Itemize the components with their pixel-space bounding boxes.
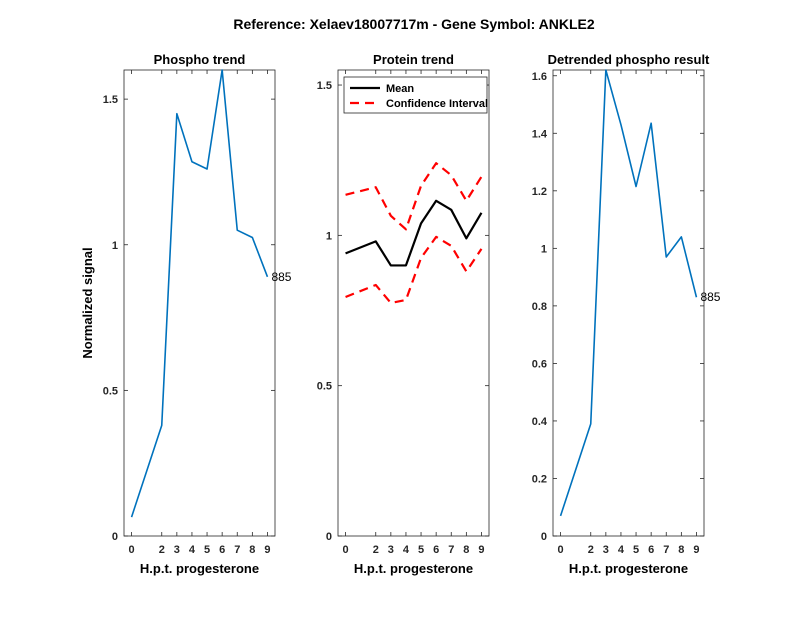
y-tick-label: 1 [541,243,547,255]
x-tick-label: 5 [418,544,424,556]
y-tick-label: 0 [541,531,547,543]
legend: Mean Confidence Interval [343,76,488,114]
chart-panel-2: Protein trend H.p.t. progesterone 0 2 3 4 5 6 7 8… [317,52,490,576]
y-tick-label: 1.5 [103,94,118,106]
x-tick-label: 2 [588,544,594,556]
x-axis-label: H.p.t. progesterone [354,561,473,576]
x-tick-label: 7 [663,544,669,556]
x-tick-label: 4 [403,544,410,556]
series-line-1 [130,69,269,518]
y-tick-label: 0.6 [532,358,547,370]
y-tick-label: 1 [112,240,118,252]
chart-title: Detrended phospho result [548,52,710,67]
legend-label: Mean [386,83,414,95]
x-tick-label: 8 [463,544,469,556]
x-axis-label: H.p.t. progesterone [140,561,259,576]
x-tick-label: 2 [159,544,165,556]
figure-title: Reference: Xelaev18007717m - Gene Symbol… [233,16,595,32]
series-line-1 [559,69,698,517]
y-tick-label: 1.5 [317,80,332,92]
y-tick-label: 1.6 [532,71,547,83]
x-tick-label: 4 [189,544,196,556]
chart-title: Protein trend [373,52,454,67]
data-annotation: 885 [700,290,720,304]
legend-box [343,76,488,114]
x-tick-label: 9 [478,544,484,556]
x-tick-label: 5 [204,544,210,556]
x-axis-label: H.p.t. progesterone [569,561,688,576]
x-tick-label: 6 [648,544,654,556]
x-tick-label: 3 [174,544,180,556]
x-tick-label: 5 [633,544,639,556]
x-tick-label: 6 [433,544,439,556]
x-tick-label: 0 [128,544,134,556]
x-tick-label: 9 [264,544,270,556]
chart-panel-1: Phospho trend H.p.t. progesterone Normaliz… [80,52,292,576]
y-tick-label: 0 [112,531,118,543]
axes-box [123,69,276,537]
chart-title: Phospho trend [154,52,246,67]
y-axis-label: Normalized signal [80,247,95,358]
data-annotation: 885 [271,270,291,284]
y-tick-label: 0.4 [532,416,548,428]
chart-panels: Phospho trend H.p.t. progesterone Normaliz… [80,52,721,576]
chart-panel-3: Detrended phospho result H.p.t. progester… [532,52,721,576]
x-tick-label: 6 [219,544,225,556]
x-tick-label: 8 [678,544,684,556]
series-line-2 [345,162,483,231]
y-tick-label: 0.8 [532,301,547,313]
x-tick-label: 2 [373,544,379,556]
x-tick-label: 4 [618,544,625,556]
axes-box [337,69,490,537]
x-tick-label: 0 [557,544,563,556]
y-tick-label: 1.4 [532,128,548,140]
x-tick-label: 0 [342,544,348,556]
y-tick-label: 0.2 [532,473,547,485]
y-tick-label: 1.2 [532,186,547,198]
x-tick-label: 8 [249,544,255,556]
x-tick-label: 7 [448,544,454,556]
axes-box [552,69,705,537]
x-tick-label: 7 [234,544,240,556]
y-tick-label: 1 [326,230,332,242]
x-tick-label: 3 [388,544,394,556]
x-tick-label: 9 [693,544,699,556]
y-tick-label: 0.5 [317,381,332,393]
y-tick-label: 0 [326,531,332,543]
series-line-1 [345,199,483,267]
x-tick-label: 3 [603,544,609,556]
y-tick-label: 0.5 [103,385,118,397]
legend-label: Confidence Interval [386,98,488,110]
